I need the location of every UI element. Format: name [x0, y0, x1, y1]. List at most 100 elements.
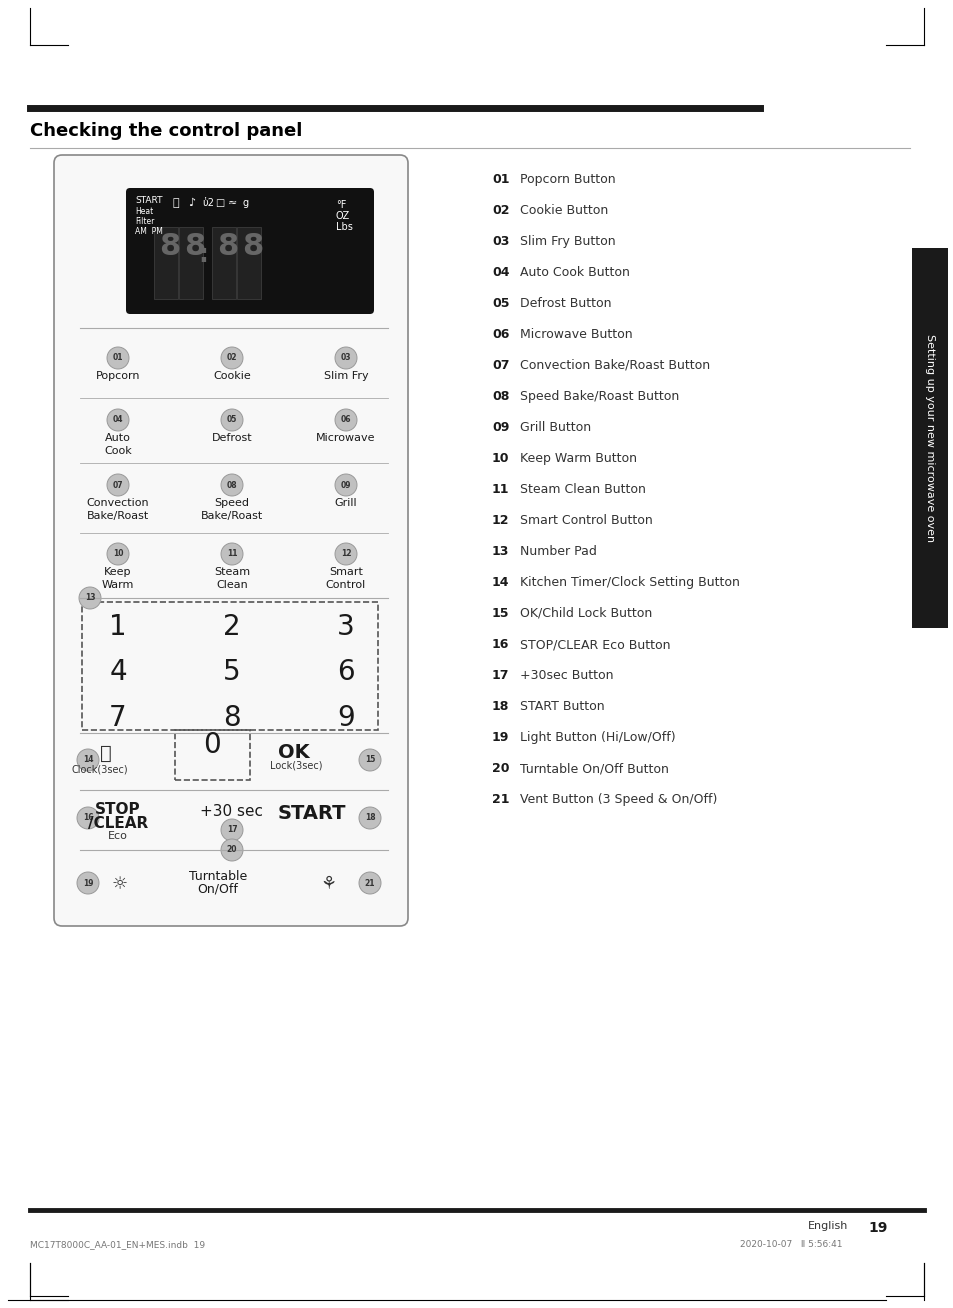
Text: Filter: Filter: [135, 217, 154, 226]
Text: OK/Child Lock Button: OK/Child Lock Button: [519, 607, 652, 620]
Text: Kitchen Timer/Clock Setting Button: Kitchen Timer/Clock Setting Button: [519, 576, 740, 589]
Text: Setting up your new microwave oven: Setting up your new microwave oven: [924, 334, 934, 542]
Text: 01: 01: [112, 353, 123, 362]
Text: AM  PM: AM PM: [135, 228, 163, 235]
Text: 17: 17: [492, 668, 509, 681]
Text: 14: 14: [492, 576, 509, 589]
Text: 04: 04: [492, 266, 509, 279]
Text: STOP: STOP: [95, 802, 141, 818]
Text: Cookie: Cookie: [213, 371, 251, 381]
Text: 6: 6: [336, 658, 355, 685]
Circle shape: [358, 807, 380, 829]
Text: 02: 02: [492, 204, 509, 217]
Circle shape: [358, 749, 380, 770]
Text: 20: 20: [492, 763, 509, 776]
Text: Vent Button (3 Speed & On/Off): Vent Button (3 Speed & On/Off): [519, 793, 717, 806]
Text: 08: 08: [492, 390, 509, 403]
Text: 16: 16: [492, 638, 509, 651]
Text: Defrost Button: Defrost Button: [519, 297, 611, 310]
Text: 19: 19: [492, 731, 509, 744]
FancyBboxPatch shape: [126, 188, 374, 314]
Circle shape: [77, 872, 99, 893]
Circle shape: [107, 409, 129, 432]
Text: ⧖: ⧖: [100, 744, 112, 763]
Text: 07: 07: [112, 480, 123, 489]
Text: Keep Warm Button: Keep Warm Button: [519, 453, 637, 466]
Text: 0: 0: [203, 731, 221, 759]
Text: Smart: Smart: [329, 566, 362, 577]
Text: Defrost: Defrost: [212, 433, 252, 443]
Circle shape: [221, 543, 243, 565]
FancyBboxPatch shape: [179, 228, 203, 300]
Text: 06: 06: [492, 328, 509, 341]
FancyBboxPatch shape: [911, 249, 947, 628]
Text: 04: 04: [112, 416, 123, 425]
Text: 4: 4: [109, 658, 127, 685]
Text: Control: Control: [326, 579, 366, 590]
Circle shape: [221, 347, 243, 369]
Text: 13: 13: [492, 545, 509, 559]
Text: Heat: Heat: [135, 207, 153, 216]
Circle shape: [221, 409, 243, 432]
Text: Cookie Button: Cookie Button: [519, 204, 608, 217]
Circle shape: [221, 473, 243, 496]
Text: ⧖: ⧖: [172, 198, 179, 208]
Text: 12: 12: [340, 549, 351, 559]
Text: 9: 9: [336, 704, 355, 732]
Text: Steam Clean Button: Steam Clean Button: [519, 483, 645, 496]
Text: 7: 7: [109, 704, 127, 732]
Text: 16: 16: [83, 814, 93, 823]
Text: 14: 14: [83, 756, 93, 764]
Text: :: :: [198, 243, 208, 267]
Text: Bake/Roast: Bake/Roast: [87, 511, 149, 521]
Text: 03: 03: [340, 353, 351, 362]
Text: Speed: Speed: [214, 498, 250, 508]
Text: 19: 19: [83, 879, 93, 888]
Text: 8: 8: [223, 704, 240, 732]
Text: 01: 01: [492, 173, 509, 186]
Circle shape: [107, 473, 129, 496]
Text: ≈: ≈: [228, 198, 237, 208]
Circle shape: [77, 749, 99, 770]
Text: +30 sec: +30 sec: [200, 804, 263, 819]
Text: 8: 8: [159, 232, 180, 262]
Text: Clock(3sec): Clock(3sec): [71, 765, 128, 776]
Text: START: START: [135, 196, 162, 205]
Text: Keep: Keep: [104, 566, 132, 577]
Circle shape: [107, 543, 129, 565]
Text: 10: 10: [112, 549, 123, 559]
Text: 18: 18: [364, 814, 375, 823]
Text: STOP/CLEAR Eco Button: STOP/CLEAR Eco Button: [519, 638, 670, 651]
Text: Number Pad: Number Pad: [519, 545, 597, 559]
Text: 05: 05: [492, 297, 509, 310]
Text: English: English: [807, 1220, 847, 1231]
Text: 2: 2: [223, 613, 240, 641]
Text: 15: 15: [492, 607, 509, 620]
Text: Turntable On/Off Button: Turntable On/Off Button: [519, 763, 668, 776]
Text: Lbs: Lbs: [335, 222, 353, 232]
Text: Checking the control panel: Checking the control panel: [30, 122, 302, 140]
Circle shape: [107, 347, 129, 369]
Text: Convection Bake/Roast Button: Convection Bake/Roast Button: [519, 358, 709, 371]
Text: ὑ2: ὑ2: [202, 198, 213, 208]
Text: Smart Control Button: Smart Control Button: [519, 514, 652, 527]
Text: 08: 08: [227, 480, 237, 489]
Text: 13: 13: [85, 594, 95, 603]
Text: Bake/Roast: Bake/Roast: [201, 511, 263, 521]
Text: Eco: Eco: [108, 831, 128, 841]
Text: Convection: Convection: [87, 498, 150, 508]
Circle shape: [221, 819, 243, 841]
Text: 5: 5: [223, 658, 240, 685]
Text: Popcorn Button: Popcorn Button: [519, 173, 615, 186]
Text: 2020-10-07   Ⅱ 5:56:41: 2020-10-07 Ⅱ 5:56:41: [740, 1240, 841, 1249]
FancyBboxPatch shape: [236, 228, 261, 300]
Text: 18: 18: [492, 700, 509, 713]
Text: 11: 11: [492, 483, 509, 496]
Text: Clean: Clean: [216, 579, 248, 590]
Text: 1: 1: [109, 613, 127, 641]
Text: Grill: Grill: [335, 498, 357, 508]
Circle shape: [77, 807, 99, 829]
Text: Slim Fry: Slim Fry: [323, 371, 368, 381]
Text: ⚘: ⚘: [319, 875, 335, 893]
Text: 8: 8: [216, 232, 238, 262]
